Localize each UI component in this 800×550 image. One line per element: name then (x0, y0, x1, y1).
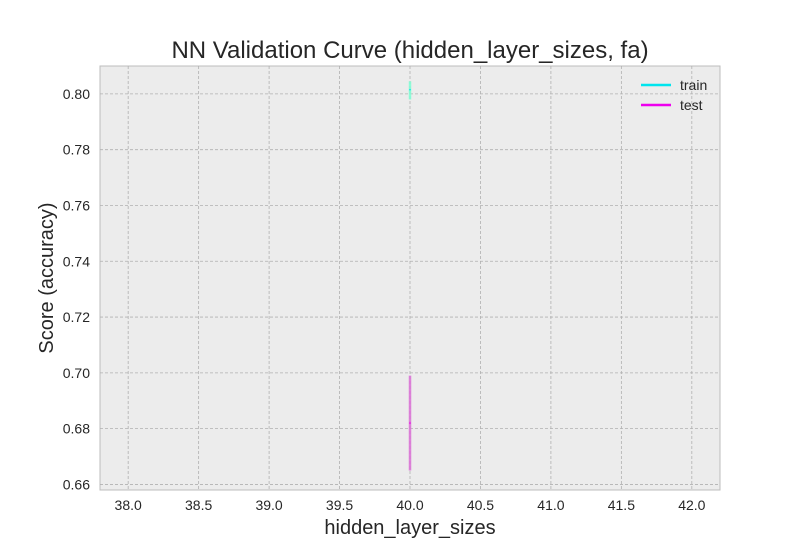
series-point-test (409, 422, 411, 424)
x-tick-label: 42.0 (678, 497, 705, 513)
y-tick-labels: 0.66 0.68 0.70 0.72 0.74 0.76 0.78 0.80 (63, 86, 90, 493)
x-tick-label: 38.0 (115, 497, 142, 513)
y-tick-label: 0.70 (63, 365, 90, 381)
x-tick-label: 41.5 (608, 497, 635, 513)
y-tick-label: 0.66 (63, 476, 90, 492)
x-tick-label: 40.5 (467, 497, 494, 513)
legend: train test (641, 77, 707, 113)
y-axis-label: Score (accuracy) (36, 202, 58, 353)
x-tick-label: 40.0 (396, 497, 423, 513)
y-tick-label: 0.78 (63, 142, 90, 158)
x-axis-label: hidden_layer_sizes (324, 517, 495, 539)
legend-label-test: test (680, 97, 703, 113)
y-tick-label: 0.80 (63, 86, 90, 102)
y-tick-label: 0.68 (63, 421, 90, 437)
chart-title: NN Validation Curve (hidden_layer_sizes,… (171, 37, 648, 64)
x-tick-label: 38.5 (185, 497, 212, 513)
legend-label-train: train (680, 77, 707, 93)
series (408, 81, 412, 471)
series-point-train (409, 88, 411, 91)
y-tick-label: 0.72 (63, 309, 90, 325)
x-tick-label: 39.0 (255, 497, 282, 513)
y-tick-label: 0.74 (63, 253, 90, 269)
x-tick-label: 41.0 (537, 497, 564, 513)
y-tick-label: 0.76 (63, 197, 90, 213)
x-tick-label: 39.5 (326, 497, 353, 513)
x-tick-labels: 38.0 38.5 39.0 39.5 40.0 40.5 41.0 41.5 42.0 (115, 497, 706, 513)
